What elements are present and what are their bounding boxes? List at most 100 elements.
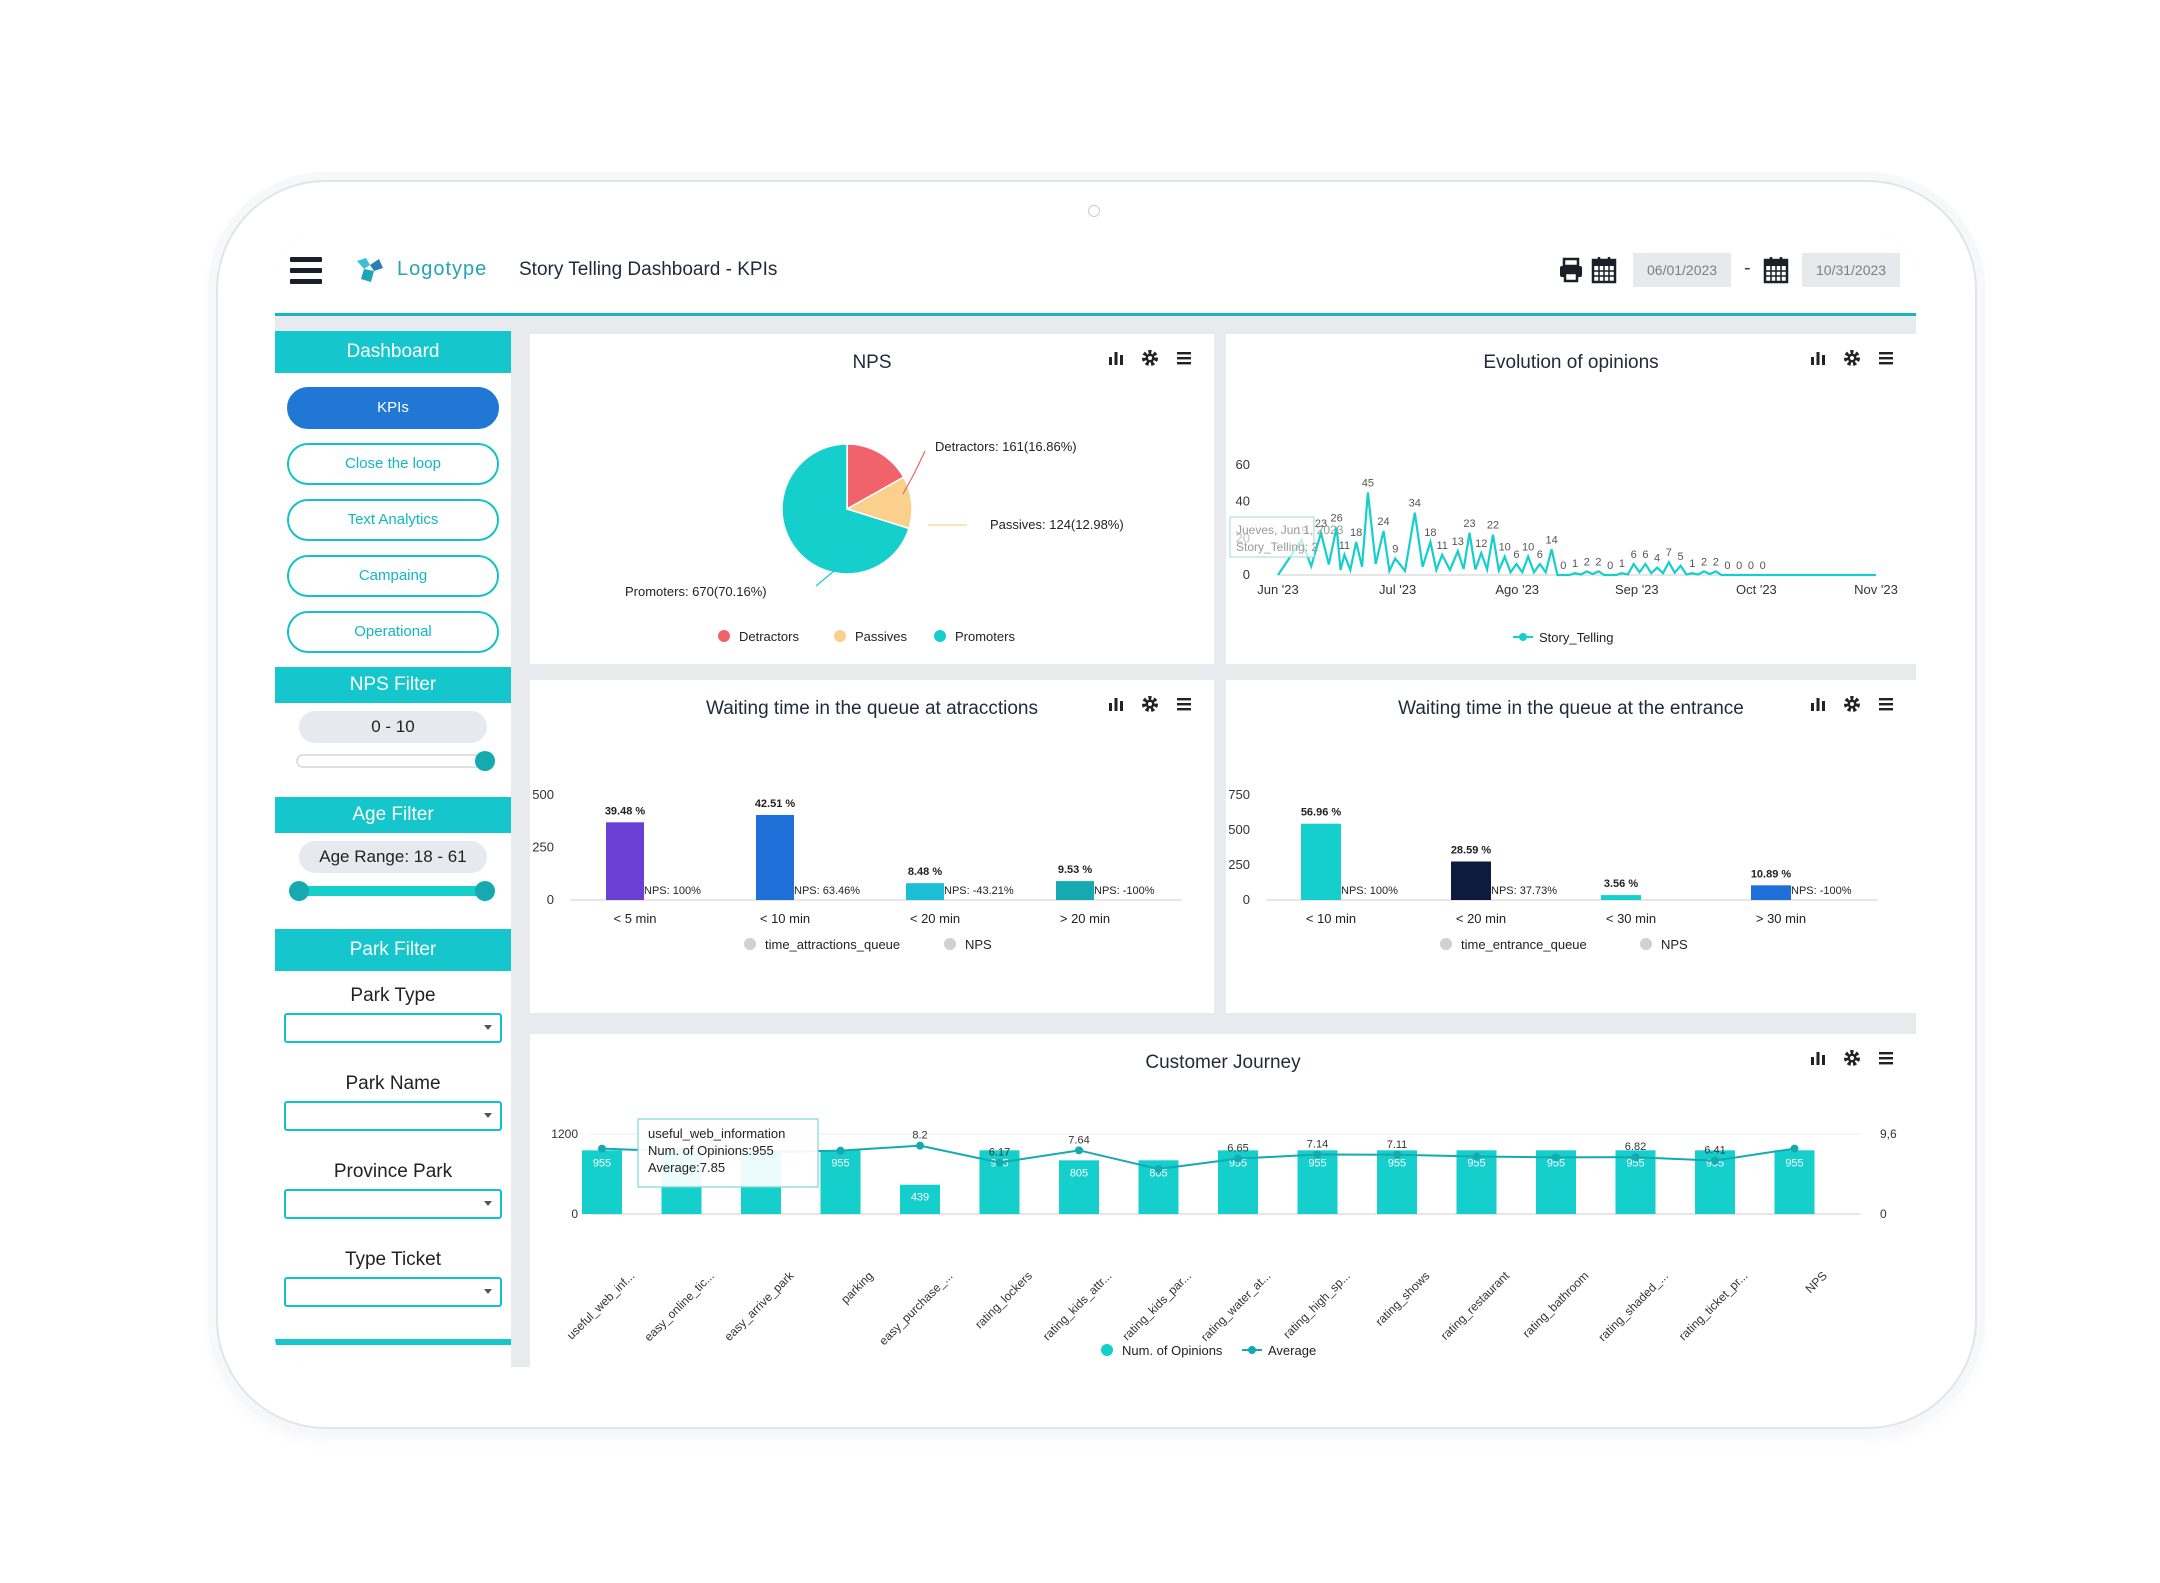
type-ticket-label: Type Ticket [344, 1249, 442, 1270]
slider-handle-min[interactable] [289, 881, 309, 901]
legend-label: time_entrance_queue [1461, 937, 1587, 952]
app-screen: Logotype Story Telling Dashboard - KPIs … [275, 237, 1916, 1367]
date-separator: - [1744, 257, 1751, 279]
average-point [1472, 1152, 1481, 1161]
opinion-label: 955 [1626, 1157, 1644, 1169]
wait-entrance-title: Waiting time in the queue at the entranc… [1398, 698, 1744, 719]
data-label: 11 [1339, 540, 1350, 552]
slider-handle[interactable] [475, 751, 495, 771]
data-label: 14 [1545, 534, 1557, 546]
average-point [1631, 1153, 1640, 1162]
opinion-label: 955 [1308, 1157, 1326, 1169]
data-label: 9 [1392, 544, 1398, 556]
x-tick-label: easy_purchase_... [876, 1269, 955, 1348]
nps-label: NPS: 63.46% [794, 885, 860, 897]
tooltip-date: Jueves, Jun 1, 2023 [1236, 523, 1344, 537]
gear-icon[interactable] [1140, 694, 1160, 714]
x-tick-label: < 20 min [910, 911, 960, 926]
bar [756, 814, 794, 900]
legend-passives[interactable]: Passives [855, 629, 908, 644]
x-tick-label: Jul '23 [1379, 582, 1416, 597]
bar-pct-label: 56.96 % [1301, 807, 1342, 819]
bar-pct-label: 9.53 % [1058, 864, 1092, 876]
calendar-icon[interactable] [1590, 255, 1618, 285]
date-to-field[interactable]: 10/31/2023 [1802, 253, 1900, 287]
x-tick-label: < 10 min [760, 911, 810, 926]
legend-story-telling[interactable]: Story_Telling [1539, 630, 1613, 645]
hamburger-menu-icon[interactable] [290, 257, 322, 285]
menu-icon[interactable] [1876, 694, 1896, 714]
province-park-select[interactable] [284, 1189, 502, 1219]
legend-marker [1519, 633, 1527, 641]
gear-icon[interactable] [1842, 694, 1862, 714]
opinion-bar [582, 1150, 622, 1214]
wait-attractions-card: Waiting time in the queue at atracctions… [530, 680, 1214, 1013]
y-tick-label: 250 [532, 840, 554, 855]
print-icon[interactable] [1557, 255, 1585, 285]
date-from-field[interactable]: 06/01/2023 [1633, 253, 1731, 287]
bar-chart-icon[interactable] [1106, 694, 1126, 714]
x-tick-label: > 30 min [1756, 911, 1806, 926]
opinion-label: 955 [1388, 1157, 1406, 1169]
data-label: 26 [1331, 512, 1343, 524]
y-left-tick: 0 [571, 1207, 578, 1221]
x-tick-label: rating_water_at... [1198, 1269, 1273, 1344]
x-tick-label: rating_lockers [972, 1269, 1035, 1332]
data-label: 23 [1315, 518, 1327, 530]
bar-chart-icon[interactable] [1808, 694, 1828, 714]
type-ticket-select[interactable] [284, 1277, 502, 1307]
tooltip-line: useful_web_information [648, 1126, 785, 1141]
gear-icon[interactable] [1140, 348, 1160, 368]
data-label: 0 [1748, 560, 1754, 572]
nav-close-the-loop[interactable]: Close the loop [287, 443, 499, 485]
bar-chart-icon[interactable] [1106, 348, 1126, 368]
data-label: 2 [1701, 556, 1707, 568]
nav-kpis[interactable]: KPIs [287, 387, 499, 429]
nav-operational[interactable]: Operational [287, 611, 499, 653]
card-toolbar [1106, 694, 1194, 714]
legend-swatch [1440, 938, 1452, 950]
legend-detractors[interactable]: Detractors [739, 629, 799, 644]
slider-handle-max[interactable] [475, 881, 495, 901]
x-tick-label: rating_restaurant [1438, 1268, 1513, 1343]
x-tick-label: easy_online_tic... [641, 1269, 716, 1344]
average-point [1790, 1144, 1799, 1153]
evolution-card: Evolution of opinions 0204060Jun '23Jul … [1226, 334, 1916, 664]
y-tick-label: 750 [1228, 787, 1250, 802]
average-point [1552, 1153, 1560, 1162]
legend-swatch [944, 938, 956, 950]
nps-label: NPS: -43.21% [944, 885, 1014, 897]
nps-label: NPS: 100% [644, 885, 701, 897]
x-tick-label: rating_shaded_... [1595, 1269, 1670, 1344]
bar-chart-icon[interactable] [1808, 348, 1828, 368]
customer-journey-title: Customer Journey [1145, 1052, 1301, 1073]
gear-icon[interactable] [1842, 348, 1862, 368]
nps-label: NPS: -100% [1094, 885, 1155, 897]
park-name-select[interactable] [284, 1101, 502, 1131]
data-label: 2 [1584, 556, 1590, 568]
nps-label: NPS: -100% [1791, 885, 1852, 897]
average-point [1711, 1156, 1719, 1165]
menu-icon[interactable] [1876, 348, 1896, 368]
age-range-slider[interactable] [275, 873, 511, 909]
bar-chart-icon[interactable] [1808, 1048, 1828, 1068]
menu-icon[interactable] [1174, 694, 1194, 714]
legend-swatch [744, 938, 756, 950]
data-label: 1 [1572, 558, 1578, 570]
nps-filter-header: NPS Filter [275, 667, 511, 703]
data-label: 18 [1424, 527, 1436, 539]
nav-campaing[interactable]: Campaing [287, 555, 499, 597]
province-park-label: Province Park [333, 1161, 453, 1182]
menu-icon[interactable] [1174, 348, 1194, 368]
x-tick-label: useful_web_inf... [564, 1269, 638, 1343]
nav-text-analytics[interactable]: Text Analytics [287, 499, 499, 541]
opinion-bar [1456, 1150, 1497, 1214]
menu-icon[interactable] [1876, 1048, 1896, 1068]
calendar-icon[interactable] [1762, 255, 1790, 285]
nps-range-slider[interactable] [275, 743, 511, 779]
gear-icon[interactable] [1842, 1048, 1862, 1068]
legend-promoters[interactable]: Promoters [955, 629, 1015, 644]
nps-label: NPS: 37.73% [1491, 885, 1557, 897]
park-type-select[interactable] [284, 1013, 502, 1043]
